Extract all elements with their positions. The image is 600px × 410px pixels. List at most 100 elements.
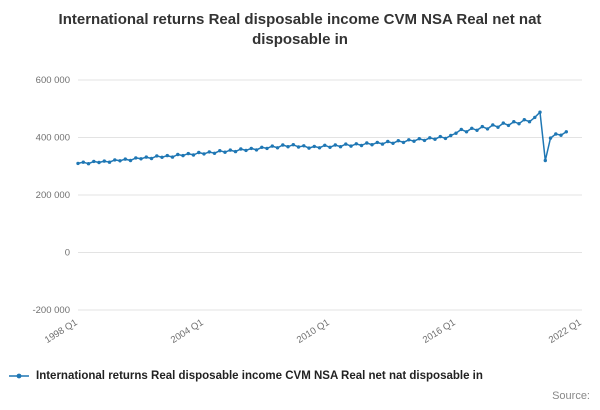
data-point-marker xyxy=(254,148,259,152)
x-axis-tick-label: 2022 Q1 xyxy=(547,317,584,346)
data-point-marker xyxy=(365,141,369,145)
data-point-marker xyxy=(113,158,117,162)
data-point-marker xyxy=(97,160,101,165)
data-point-marker xyxy=(391,141,395,145)
data-point-marker xyxy=(564,130,568,134)
data-point-marker xyxy=(223,150,227,154)
data-point-marker xyxy=(527,120,532,124)
data-point-marker xyxy=(275,146,280,150)
data-point-marker xyxy=(417,137,421,141)
data-point-marker xyxy=(438,134,442,139)
chart-title: International returns Real disposable in… xyxy=(58,11,542,49)
data-point-marker xyxy=(265,146,269,151)
data-point-marker xyxy=(102,159,107,163)
data-point-marker xyxy=(317,146,322,150)
data-point-marker xyxy=(370,143,374,147)
data-point-marker xyxy=(491,123,495,127)
chart-plot-area: -200 000 0 200 000 400 000 600 000 1998 Q1 200… xyxy=(0,62,600,362)
data-point-marker xyxy=(470,126,474,130)
data-point-marker xyxy=(375,140,379,145)
data-point-marker xyxy=(538,110,542,114)
data-point-marker xyxy=(485,127,490,131)
data-point-marker xyxy=(386,139,390,144)
data-point-marker xyxy=(212,151,217,155)
data-point-marker xyxy=(312,144,316,149)
data-point-marker xyxy=(286,145,290,149)
data-point-marker xyxy=(155,154,159,158)
data-point-marker xyxy=(123,157,128,161)
data-point-marker xyxy=(333,143,337,147)
data-point-marker xyxy=(244,148,248,153)
data-point-marker xyxy=(428,136,432,140)
y-axis-tick-label: -200 000 xyxy=(32,305,70,316)
data-point-marker xyxy=(449,133,453,138)
data-point-marker xyxy=(118,159,122,163)
data-point-marker xyxy=(160,155,164,159)
data-point-marker xyxy=(480,124,484,129)
y-axis-tick-label: 200 000 xyxy=(36,190,70,201)
data-point-marker xyxy=(260,145,264,149)
data-point-marker xyxy=(496,125,500,129)
data-point-marker xyxy=(548,136,553,140)
data-point-marker xyxy=(239,147,243,151)
y-axis-tick-label: 0 xyxy=(65,248,70,259)
data-point-marker xyxy=(291,143,295,147)
data-point-marker xyxy=(134,156,138,160)
data-point-marker xyxy=(296,145,301,149)
data-point-marker xyxy=(191,153,196,157)
data-point-marker xyxy=(228,148,232,152)
data-point-marker xyxy=(270,144,274,148)
data-point-marker xyxy=(107,160,112,164)
data-point-marker xyxy=(554,132,558,136)
y-axis-tick-label: 400 000 xyxy=(36,133,70,144)
x-axis-tick-label: 2004 Q1 xyxy=(169,317,206,346)
y-axis-tick-label: 600 000 xyxy=(36,75,70,86)
x-axis-tick-label: 2016 Q1 xyxy=(421,317,458,346)
data-point-marker xyxy=(92,159,96,164)
data-point-marker xyxy=(139,157,143,161)
data-point-marker xyxy=(338,145,343,149)
legend-line-marker-icon xyxy=(9,373,29,379)
chart-legend[interactable]: International returns Real disposable in… xyxy=(8,370,598,382)
data-point-marker xyxy=(380,142,385,146)
source-label: Source: xyxy=(552,390,590,402)
data-point-marker xyxy=(323,143,327,147)
data-point-marker xyxy=(475,128,479,132)
data-point-marker xyxy=(401,140,406,145)
data-point-marker xyxy=(76,161,80,166)
data-point-marker xyxy=(522,118,526,122)
data-point-marker xyxy=(170,155,175,159)
data-point-marker xyxy=(149,156,154,161)
data-point-marker xyxy=(281,143,285,147)
data-point-marker xyxy=(233,149,238,154)
data-point-marker xyxy=(501,121,505,125)
data-point-marker xyxy=(412,139,416,143)
data-point-marker xyxy=(328,145,332,149)
data-point-marker xyxy=(543,158,547,163)
data-point-marker xyxy=(144,155,148,159)
data-point-marker xyxy=(307,146,311,150)
data-point-marker xyxy=(464,130,469,134)
data-point-marker xyxy=(506,123,511,128)
data-point-marker xyxy=(128,158,133,163)
data-point-marker xyxy=(422,138,427,143)
data-point-marker xyxy=(218,149,222,153)
data-point-marker xyxy=(181,153,185,158)
data-point-marker xyxy=(407,138,411,142)
series-line xyxy=(77,111,567,165)
data-point-marker xyxy=(354,142,358,146)
data-point-marker xyxy=(459,127,463,132)
data-point-marker xyxy=(81,160,86,164)
line-chart-svg: -200 000 0 200 000 400 000 600 000 1998 Q1 200… xyxy=(32,75,584,346)
data-point-marker xyxy=(249,146,253,151)
data-point-marker xyxy=(396,139,400,143)
data-point-marker xyxy=(349,144,353,148)
x-axis-tick-label: 1998 Q1 xyxy=(43,317,80,346)
data-point-marker xyxy=(344,142,348,146)
x-axis-tick-label: 2010 Q1 xyxy=(295,317,332,346)
data-point-marker xyxy=(302,144,306,148)
data-point-marker xyxy=(433,137,437,141)
data-point-marker xyxy=(202,152,206,156)
data-point-marker xyxy=(186,151,190,156)
data-point-marker xyxy=(207,150,211,154)
